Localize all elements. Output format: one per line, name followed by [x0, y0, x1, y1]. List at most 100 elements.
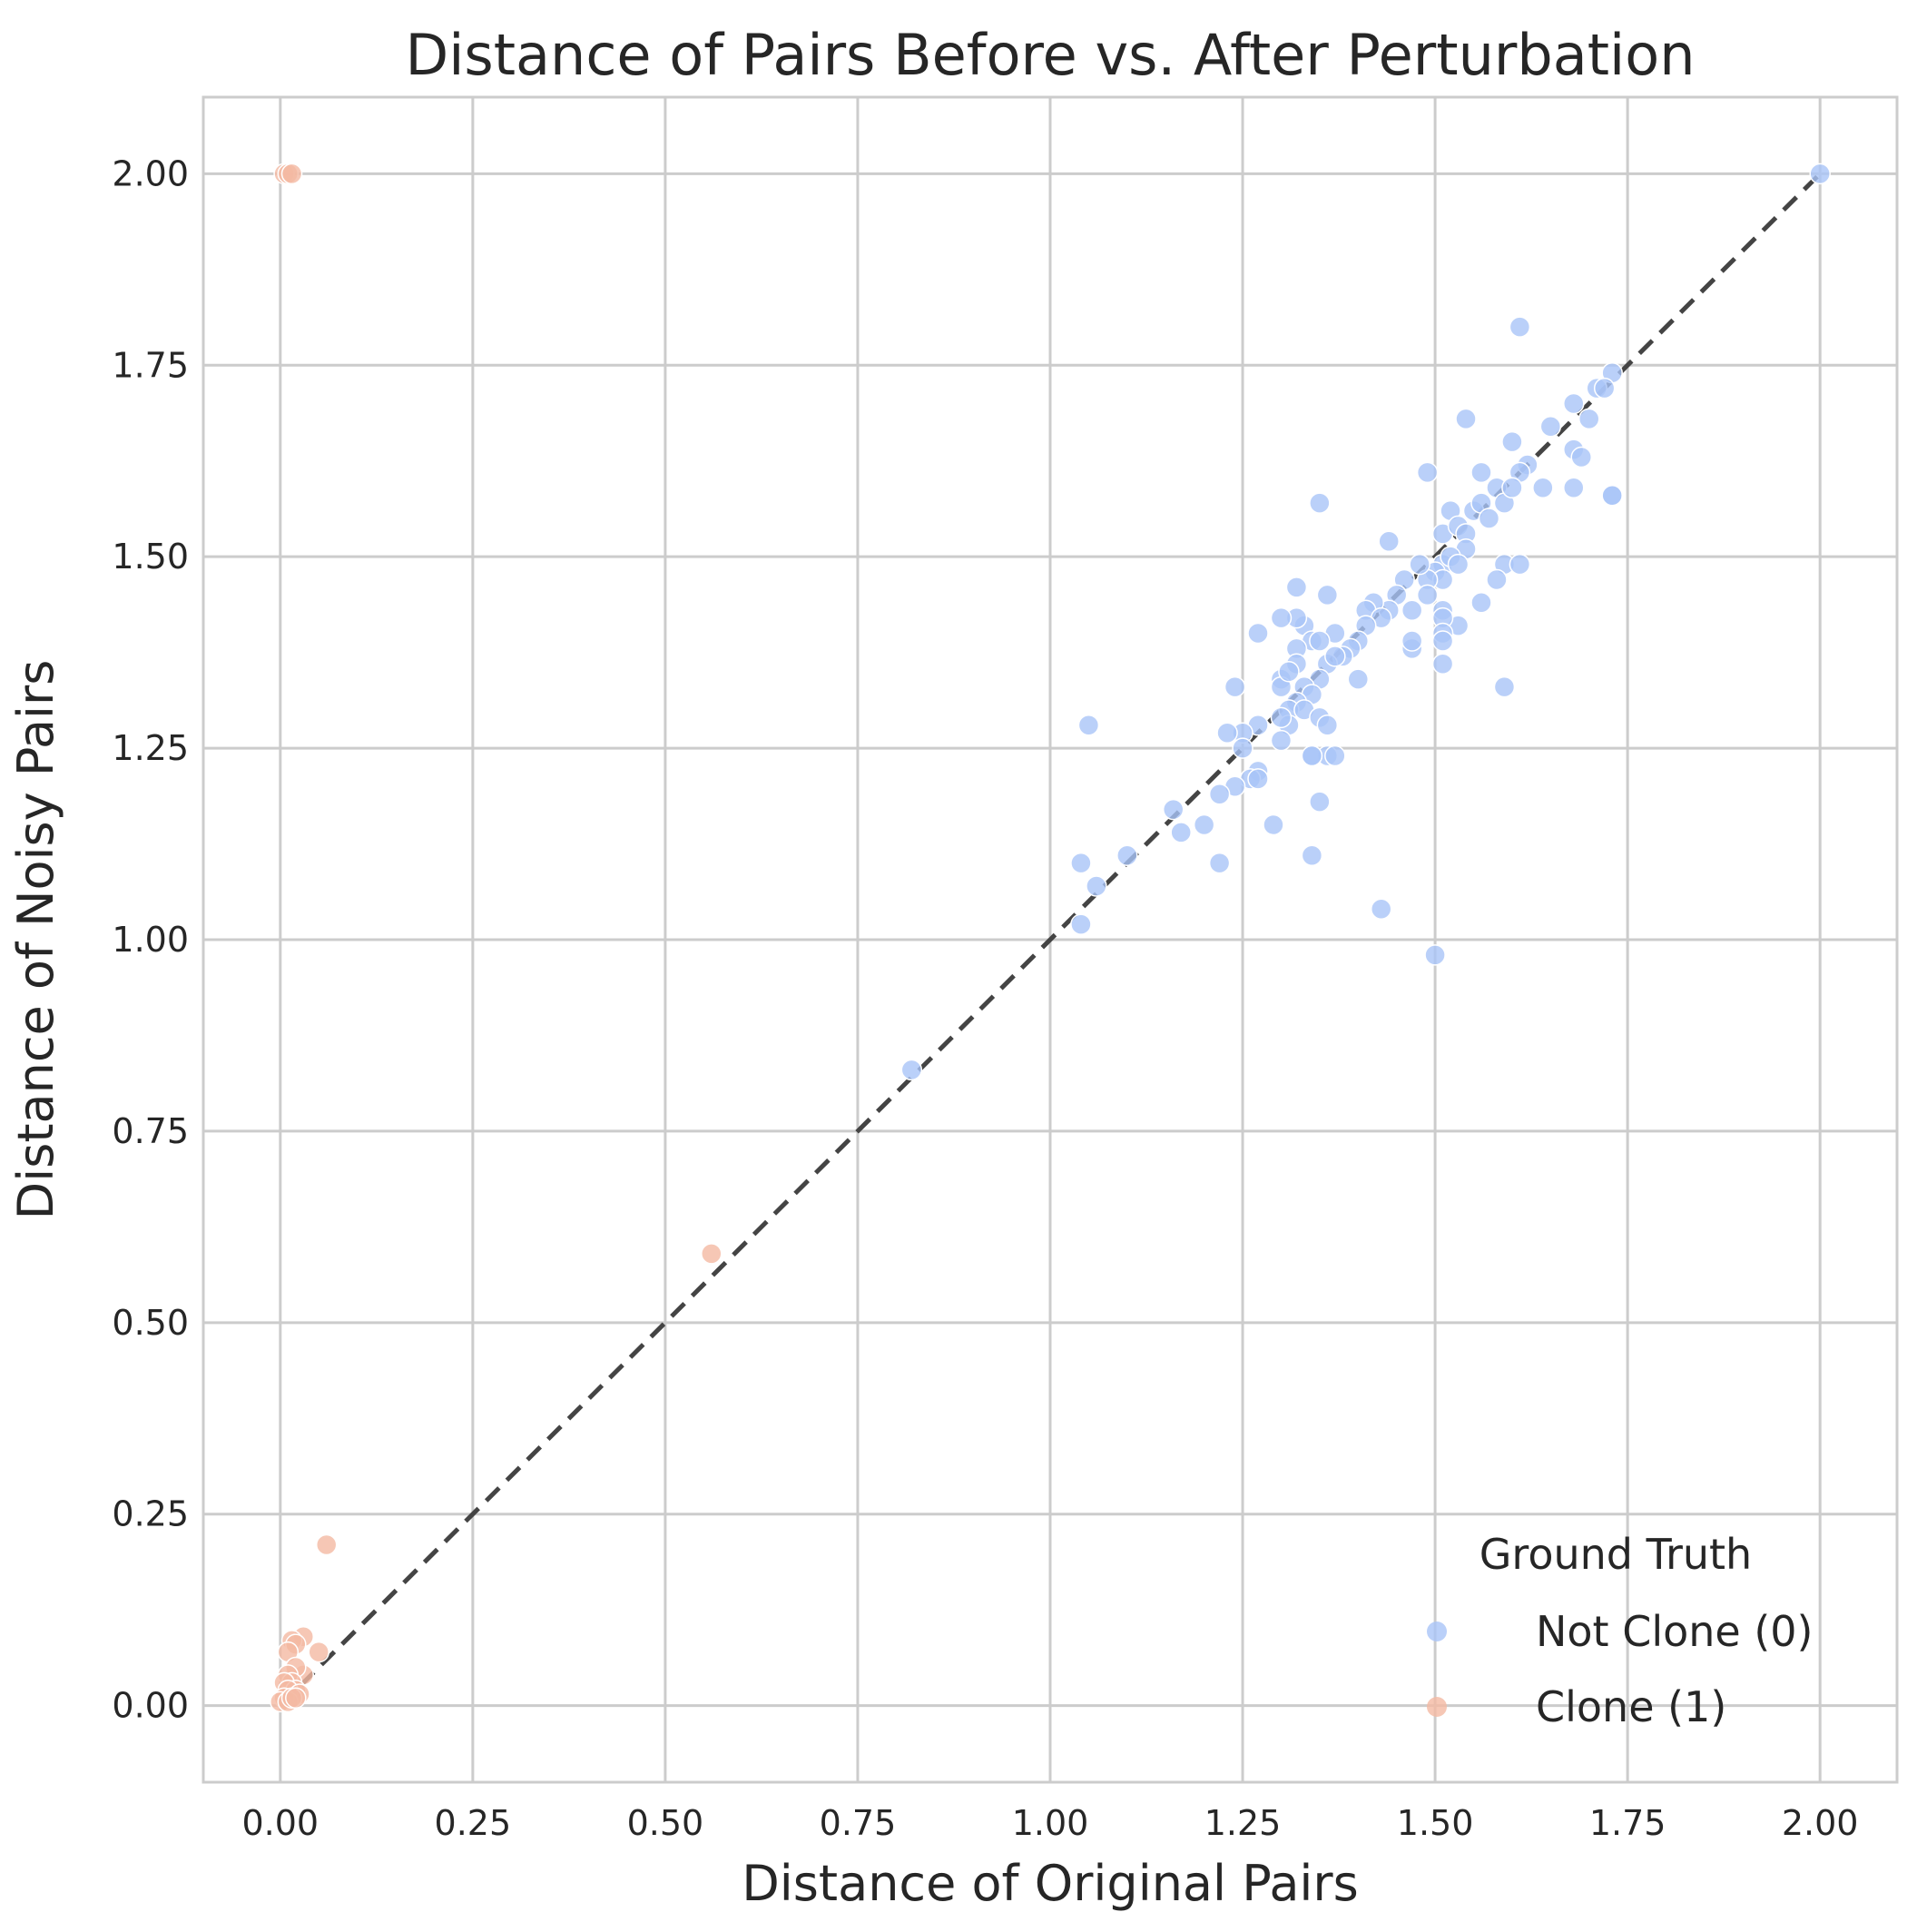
- x-tick-label: 0.50: [627, 1803, 704, 1843]
- not-clone-point: [1162, 798, 1185, 821]
- not-clone-point: [1370, 898, 1392, 921]
- y-tick-label: 1.75: [112, 345, 189, 385]
- legend-title: Ground Truth: [1480, 1530, 1752, 1579]
- not-clone-point: [1809, 163, 1831, 185]
- clone-point: [308, 1641, 329, 1663]
- not-clone-point: [1270, 706, 1293, 729]
- y-tick-label: 1.00: [112, 920, 189, 960]
- not-clone-point: [1309, 630, 1331, 652]
- y-tick-label: 0.00: [112, 1686, 189, 1726]
- not-clone-point: [1278, 660, 1300, 683]
- not-clone-point: [1378, 530, 1400, 553]
- chart-title: Distance of Pairs Before vs. After Pertu…: [405, 22, 1695, 88]
- not-clone-point: [1316, 584, 1339, 606]
- not-clone-point: [1347, 668, 1370, 690]
- not-clone-point: [1208, 852, 1231, 874]
- x-tick-label: 0.00: [242, 1803, 320, 1843]
- not-clone-point: [1309, 791, 1331, 813]
- identity-reference-line: [279, 172, 1822, 1708]
- not-clone-point: [1216, 722, 1238, 744]
- not-clone-point: [1086, 875, 1107, 897]
- not-clone-point: [1224, 675, 1246, 698]
- not-clone-point: [1593, 377, 1616, 399]
- y-tick-label: 0.50: [112, 1303, 189, 1343]
- not-clone-point: [900, 1059, 923, 1081]
- legend: Ground Truth Not Clone (0) Clone (1): [1427, 1530, 1814, 1731]
- not-clone-point: [1416, 461, 1439, 484]
- not-clone-point: [1316, 715, 1339, 736]
- legend-marker-clone: [1427, 1697, 1447, 1717]
- x-tick-label: 1.00: [1012, 1803, 1089, 1843]
- not-clone-point: [1578, 408, 1600, 430]
- legend-label-not-clone: Not Clone (0): [1536, 1607, 1814, 1656]
- x-tick-labels: 0.00 0.25 0.50 0.75 1.00 1.25 1.50 1.75 2.00: [242, 1803, 1859, 1843]
- not-clone-point: [1486, 568, 1508, 591]
- y-tick-label: 1.25: [112, 728, 189, 768]
- not-clone-point: [1470, 461, 1492, 484]
- plot-frame: [202, 95, 1899, 1784]
- not-clone-point: [1532, 477, 1554, 499]
- clone-point: [280, 163, 303, 185]
- not-clone-point: [1116, 844, 1138, 866]
- not-clone-point: [1285, 577, 1308, 598]
- legend-marker-not-clone: [1427, 1622, 1447, 1641]
- not-clone-point: [1424, 944, 1446, 966]
- x-tick-label: 1.25: [1204, 1803, 1282, 1843]
- not-clone-point: [1070, 913, 1092, 935]
- not-clone-point: [1431, 630, 1454, 652]
- y-axis-title: Distance of Noisy Pairs: [7, 660, 64, 1220]
- not-clone-point: [1501, 477, 1523, 499]
- legend-label-clone: Clone (1): [1536, 1682, 1726, 1731]
- not-clone-point: [1570, 446, 1592, 468]
- not-clone-point: [1301, 844, 1323, 866]
- not-clone-point: [1263, 813, 1284, 836]
- not-clone-point: [1563, 392, 1585, 415]
- not-clone-point: [1070, 852, 1092, 874]
- not-clone-point: [1493, 675, 1516, 698]
- not-clone-point: [1232, 737, 1253, 759]
- x-tick-label: 0.75: [820, 1803, 897, 1843]
- y-tick-label: 0.75: [112, 1111, 189, 1151]
- not-clone-point: [1270, 606, 1293, 629]
- not-clone-point: [1401, 630, 1423, 652]
- x-tick-label: 0.25: [435, 1803, 512, 1843]
- clone-point: [285, 1687, 307, 1709]
- not-clone-point: [1401, 599, 1423, 621]
- y-tick-label: 1.50: [112, 537, 189, 577]
- not-clone-point: [1247, 622, 1269, 645]
- x-tick-label: 1.50: [1397, 1803, 1474, 1843]
- not-clone-point: [1416, 584, 1439, 606]
- not-clone-point: [1478, 508, 1500, 529]
- not-clone-point: [1455, 408, 1477, 430]
- not-clone-point: [1324, 646, 1346, 667]
- not-clone-point: [1431, 653, 1454, 675]
- not-clone-point: [1509, 553, 1531, 576]
- not-clone-point: [1077, 715, 1100, 736]
- y-tick-label: 2.00: [112, 153, 189, 193]
- not-clone-point: [1301, 744, 1323, 767]
- not-clone-point: [1470, 592, 1492, 614]
- x-axis-title: Distance of Original Pairs: [742, 1855, 1359, 1912]
- not-clone-point: [1447, 553, 1470, 576]
- y-tick-labels: 0.00 0.25 0.50 0.75 1.00 1.25 1.50 1.75 2.00: [112, 153, 189, 1725]
- not-clone-point: [1247, 768, 1269, 790]
- x-tick-label: 1.75: [1589, 1803, 1666, 1843]
- not-clone-point: [1309, 492, 1331, 514]
- y-tick-label: 0.25: [112, 1494, 189, 1534]
- x-tick-label: 2.00: [1782, 1803, 1859, 1843]
- not-clone-point: [1409, 553, 1430, 576]
- not-clone-point: [1563, 477, 1585, 499]
- not-clone-point: [1170, 822, 1192, 843]
- clone-point: [315, 1533, 338, 1556]
- not-clone-point: [1270, 729, 1293, 752]
- not-clone-point: [1601, 484, 1623, 507]
- not-clone-point: [1501, 430, 1523, 453]
- not-clone-point: [1193, 813, 1215, 836]
- not-clone-point: [1539, 416, 1562, 438]
- not-clone-point: [1208, 783, 1231, 805]
- data-points: [270, 163, 1831, 1713]
- not-clone-point: [1509, 316, 1531, 338]
- clone-point: [701, 1243, 723, 1265]
